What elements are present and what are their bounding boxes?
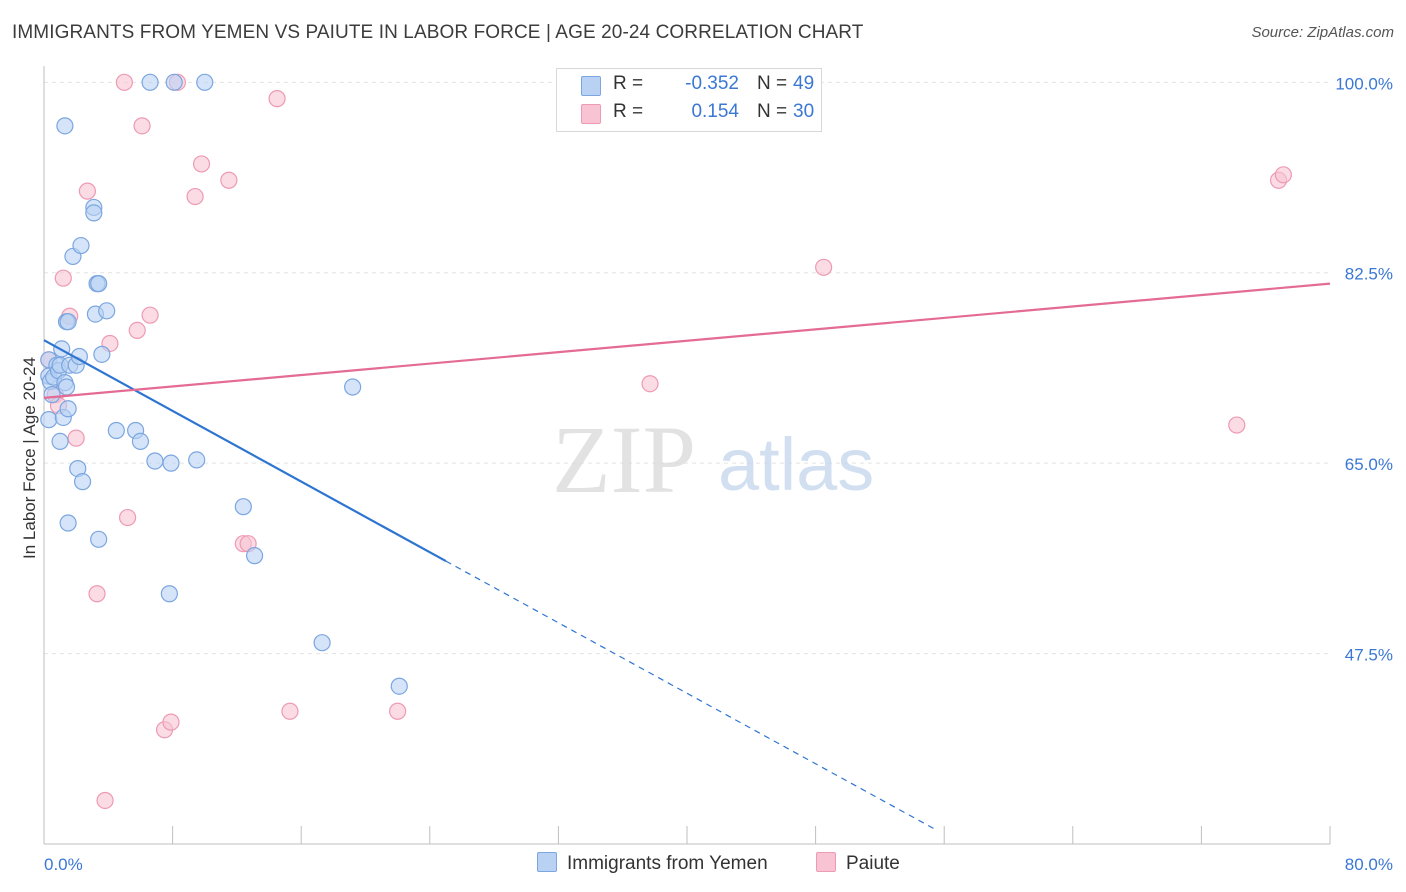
paiute-point	[96, 791, 114, 810]
paiute-trend-line	[43, 282, 1331, 399]
paiute-point	[78, 182, 97, 200]
yemen-point	[70, 347, 88, 366]
yemen-point	[59, 514, 77, 532]
yemen-point	[131, 432, 150, 450]
bottom-legend-paiute: Paiute	[816, 852, 900, 875]
legend-swatch-yemen	[581, 76, 601, 96]
yemen-points	[40, 73, 408, 695]
bottom-legend-label-yemen: Immigrants from Yemen	[567, 853, 768, 874]
paiute-point	[128, 321, 146, 340]
legend-r-value-yemen: -0.352	[685, 73, 739, 94]
axis-layer	[43, 66, 1331, 845]
tick-labels: 47.5% 65.0% 82.5% 100.0% 0.0% 80.0%	[44, 74, 1393, 874]
legend-n-value-yemen: 49	[793, 73, 815, 94]
yemen-point	[107, 421, 125, 440]
x-tick-label: 0.0%	[44, 855, 83, 874]
legend-swatch-paiute	[581, 104, 601, 124]
correlation-legend: R = -0.352 N = 49 R = 0.154 N = 30	[556, 68, 822, 132]
yemen-point	[56, 117, 74, 135]
yemen-point	[59, 313, 77, 331]
paiute-point	[118, 508, 137, 527]
paiute-point	[162, 713, 180, 731]
yemen-point	[141, 73, 159, 91]
yemen-point	[90, 530, 108, 548]
yemen-trend-line	[43, 339, 447, 563]
watermark: ZIP atlas	[552, 406, 874, 513]
yemen-point	[93, 345, 111, 363]
watermark-zip: ZIP	[552, 406, 696, 513]
paiute-point	[641, 375, 659, 393]
y-tick-label: 47.5%	[1345, 646, 1393, 665]
yemen-point	[165, 73, 183, 91]
paiute-point	[815, 258, 833, 276]
yemen-point	[234, 498, 252, 516]
yemen-point	[98, 302, 116, 320]
yemen-point	[59, 400, 77, 418]
x-tick-label: 80.0%	[1345, 855, 1393, 874]
y-tick-label: 82.5%	[1345, 265, 1393, 284]
y-tick-label: 65.0%	[1345, 455, 1393, 474]
paiute-point	[115, 73, 133, 91]
trend-lines	[43, 282, 1331, 831]
paiute-point	[133, 117, 151, 135]
yemen-point	[390, 677, 408, 695]
paiute-point	[186, 187, 204, 206]
legend-n-label: N =	[757, 101, 788, 122]
bottom-legend-yemen: Immigrants from Yemen	[537, 852, 768, 875]
source-note: Source: ZipAtlas.com	[1251, 24, 1394, 41]
yemen-point	[313, 634, 331, 652]
yemen-point	[43, 386, 61, 404]
legend-n-value-paiute: 30	[793, 101, 815, 122]
paiute-point	[281, 702, 299, 720]
yemen-point	[57, 378, 76, 396]
paiute-point	[1228, 416, 1246, 434]
y-axis-label: In Labor Force | Age 20-24	[20, 357, 39, 559]
yemen-point	[188, 451, 206, 469]
paiute-point	[88, 585, 106, 603]
yemen-point	[90, 275, 108, 293]
chart-title: IMMIGRANTS FROM YEMEN VS PAIUTE IN LABOR…	[12, 22, 864, 43]
yemen-point	[196, 73, 214, 91]
yemen-point	[40, 411, 58, 429]
paiute-points	[40, 73, 1292, 810]
y-tick-label: 100.0%	[1335, 74, 1393, 93]
legend-r-label: R =	[613, 101, 644, 122]
legend-r-value-paiute: 0.154	[691, 101, 739, 122]
yemen-point	[162, 454, 180, 472]
yemen-point	[245, 547, 264, 565]
paiute-point	[268, 90, 286, 108]
paiute-point	[54, 269, 72, 287]
yemen-point	[72, 236, 90, 255]
yemen-trend-extension	[445, 560, 937, 831]
legend-n-label: N =	[757, 73, 788, 94]
bottom-legend-swatch-yemen	[537, 852, 557, 872]
yemen-point	[85, 204, 103, 222]
yemen-point	[344, 378, 362, 396]
paiute-point	[220, 171, 238, 189]
bottom-legend-swatch-paiute	[816, 852, 836, 872]
paiute-point	[192, 155, 211, 173]
yemen-point	[51, 432, 69, 450]
watermark-atlas: atlas	[718, 423, 874, 506]
paiute-point	[1274, 166, 1292, 184]
paiute-point	[67, 429, 85, 447]
yemen-point	[73, 473, 92, 491]
grid-layer	[44, 81, 1330, 655]
paiute-point	[389, 702, 407, 720]
yemen-point	[160, 585, 178, 603]
bottom-legend-label-paiute: Paiute	[846, 853, 900, 874]
paiute-point	[141, 306, 159, 324]
yemen-point	[146, 452, 164, 470]
legend-r-label: R =	[613, 73, 644, 94]
